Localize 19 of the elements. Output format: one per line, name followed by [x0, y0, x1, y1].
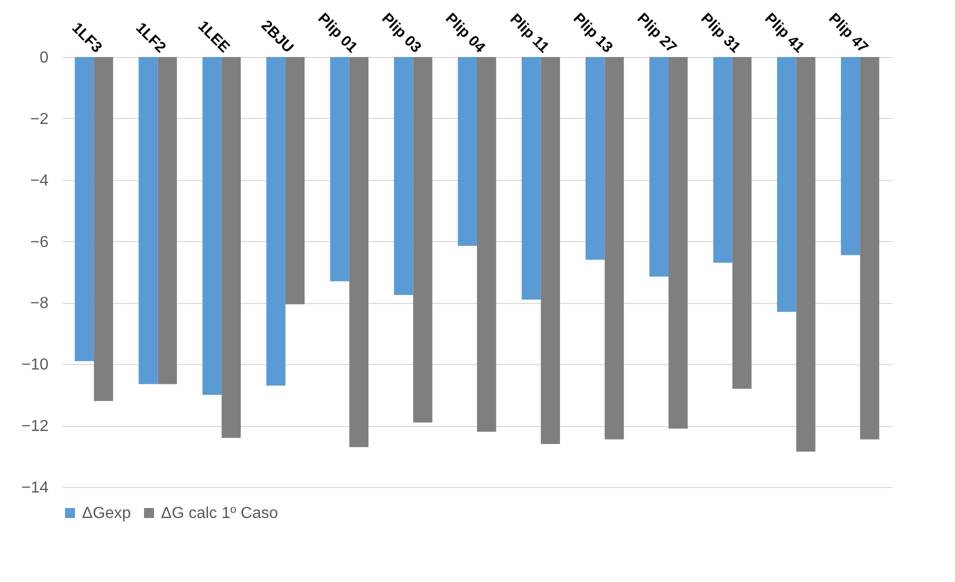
- y-tick-label: −10: [21, 356, 49, 374]
- x-tick-label: Plip 04: [442, 10, 489, 57]
- y-tick-label: 0: [40, 50, 49, 66]
- x-tick-label: Plip 31: [697, 10, 744, 56]
- x-tick-label: Plip 01: [314, 10, 361, 56]
- y-tick-label: −8: [30, 295, 49, 312]
- y-tick-label: −12: [21, 418, 49, 436]
- x-tick-label: Plip 41: [761, 10, 808, 56]
- legend-label: ΔG calc 1º Caso: [161, 505, 278, 522]
- x-tick-label: Plip 11: [506, 10, 552, 56]
- y-tick-label: −2: [30, 110, 49, 128]
- x-tick-label: Plip 47: [825, 10, 872, 56]
- x-tick-label: Plip 27: [634, 10, 680, 56]
- y-tick-label: −14: [21, 480, 49, 496]
- y-tick-label: −4: [30, 172, 49, 190]
- x-tick-label: Plip 03: [378, 10, 424, 56]
- y-tick-label: −6: [30, 234, 49, 251]
- x-tick-label: Plip 13: [570, 10, 616, 56]
- legend-label: ΔGexp: [82, 505, 132, 522]
